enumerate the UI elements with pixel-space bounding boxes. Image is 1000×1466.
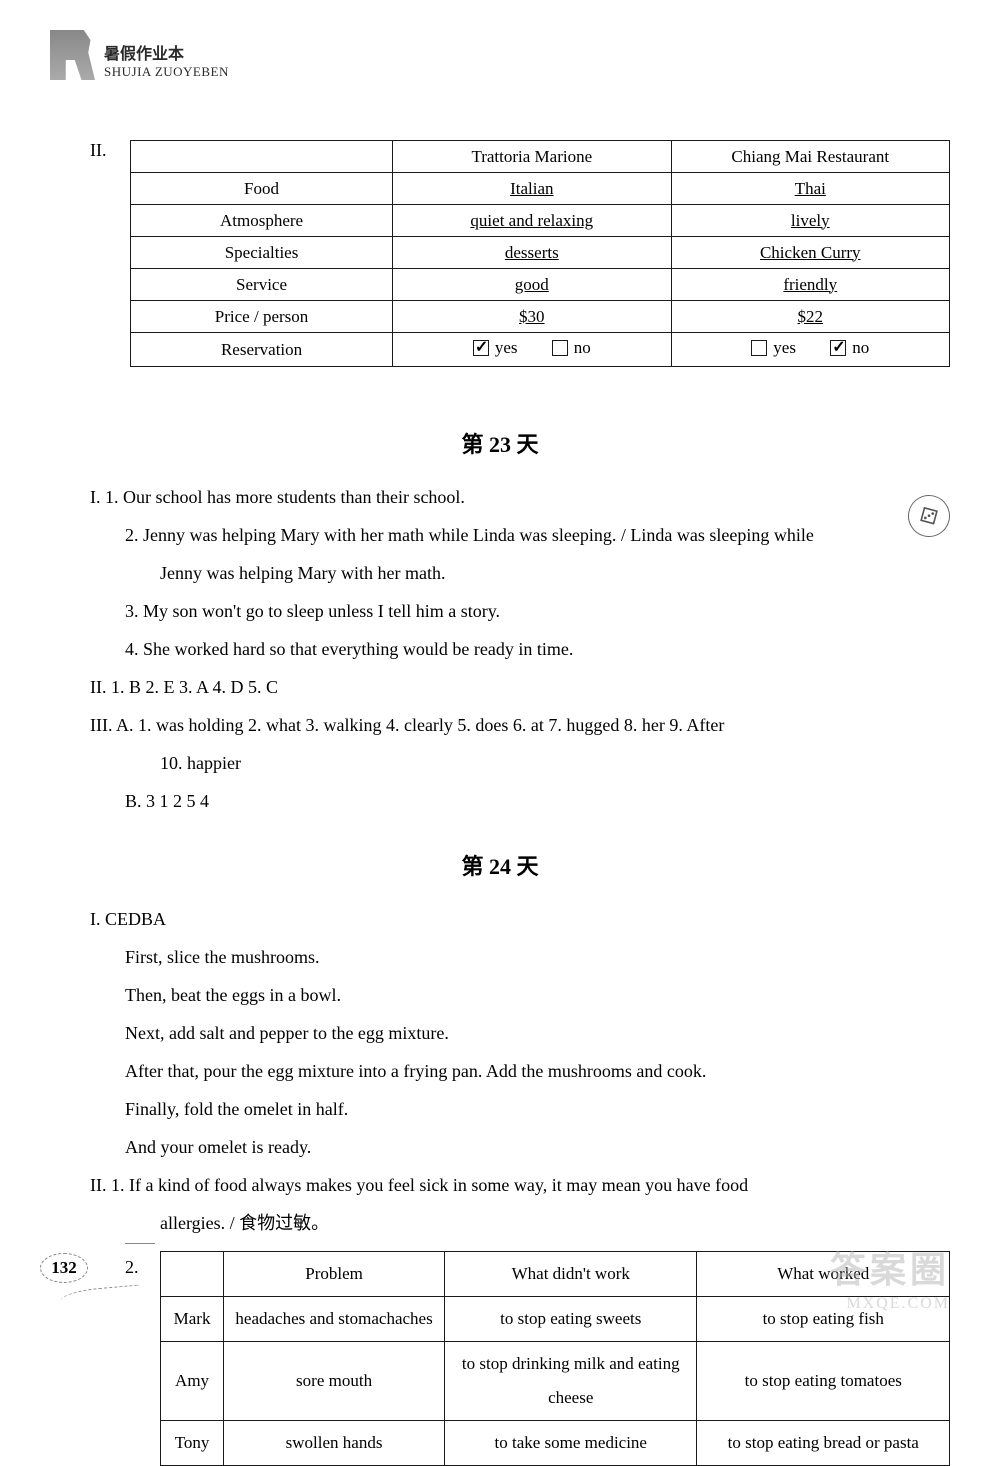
text-line: Then, beat the eggs in a bowl. — [90, 977, 950, 1013]
table-row: Price / person $30 $22 — [131, 301, 950, 333]
table-row: Food Italian Thai — [131, 173, 950, 205]
cell: Chicken Curry — [671, 237, 949, 269]
cell: quiet and relaxing — [393, 205, 671, 237]
cell: yes no — [393, 333, 671, 367]
section-2-label: II. — [90, 140, 120, 161]
cell: yes no — [671, 333, 949, 367]
cell: friendly — [671, 269, 949, 301]
table-row: Mark headaches and stomachaches to stop … — [161, 1297, 950, 1342]
checkbox-yes-icon — [473, 340, 489, 356]
row-label: Food — [131, 173, 393, 205]
cell: to stop eating sweets — [445, 1297, 697, 1342]
cell: $30 — [393, 301, 671, 333]
row-label: Service — [131, 269, 393, 301]
restaurant-table: Trattoria Marione Chiang Mai Restaurant … — [130, 140, 950, 367]
row-label: Atmosphere — [131, 205, 393, 237]
cell: swollen hands — [224, 1421, 445, 1466]
cell: to stop eating bread or pasta — [697, 1421, 950, 1466]
text-line: Jenny was helping Mary with her math. — [90, 555, 950, 591]
cell: $22 — [671, 301, 949, 333]
text-line: 4. She worked hard so that everything wo… — [90, 631, 950, 667]
table-2-section: 2. Problem What didn't work What worked … — [90, 1243, 950, 1466]
watermark-sub: MXQE.COM — [846, 1295, 950, 1313]
table-row: Amy sore mouth to stop drinking milk and… — [161, 1342, 950, 1421]
row-label: Price / person — [131, 301, 393, 333]
header-title-cn: 暑假作业本 — [104, 40, 229, 64]
header-title-pinyin: SHUJIA ZUOYEBEN — [104, 64, 229, 80]
checkbox-no-icon — [552, 340, 568, 356]
item-number: 2. — [125, 1243, 155, 1285]
watermark: 答案圈 — [830, 1241, 950, 1293]
cell: Tony — [161, 1421, 224, 1466]
table-row: Reservation yes no yes no — [131, 333, 950, 367]
text-line: II. 1. B 2. E 3. A 4. D 5. C — [90, 669, 950, 705]
cell: sore mouth — [224, 1342, 445, 1421]
table-row: Specialties desserts Chicken Curry — [131, 237, 950, 269]
cell: Mark — [161, 1297, 224, 1342]
table-header-cell — [131, 141, 393, 173]
day-23-content: I. 1. Our school has more students than … — [90, 479, 950, 819]
text-line: I. 1. Our school has more students than … — [90, 479, 950, 515]
text-line: 2. Jenny was helping Mary with her math … — [90, 517, 950, 553]
table-header-cell: Trattoria Marione — [393, 141, 671, 173]
text-line: Finally, fold the omelet in half. — [90, 1091, 950, 1127]
page-number: 132 — [40, 1253, 90, 1293]
section-2: II. Trattoria Marione Chiang Mai Restaur… — [50, 140, 950, 397]
table-header-cell: Problem — [224, 1252, 445, 1297]
day-23-title: 第 23 天 — [50, 427, 950, 459]
cell: Italian — [393, 173, 671, 205]
table-row: Trattoria Marione Chiang Mai Restaurant — [131, 141, 950, 173]
cell: lively — [671, 205, 949, 237]
cell: to stop eating tomatoes — [697, 1342, 950, 1421]
cell: headaches and stomachaches — [224, 1297, 445, 1342]
day-24-title: 第 24 天 — [50, 849, 950, 881]
text-line: 10. happier — [90, 745, 950, 781]
text-line: After that, pour the egg mixture into a … — [90, 1053, 950, 1089]
logo-r-icon — [50, 30, 95, 80]
page-num-text: 132 — [51, 1258, 77, 1278]
text-line: First, slice the mushrooms. — [90, 939, 950, 975]
table-header-cell: What didn't work — [445, 1252, 697, 1297]
text-line: III. A. 1. was holding 2. what 3. walkin… — [90, 707, 950, 743]
header-text: 暑假作业本 SHUJIA ZUOYEBEN — [104, 30, 229, 80]
text-line: II. 1. If a kind of food always makes yo… — [90, 1167, 950, 1203]
table-header-cell: Chiang Mai Restaurant — [671, 141, 949, 173]
text-line: allergies. / 食物过敏。 — [90, 1205, 950, 1241]
day-24-content: I. CEDBA First, slice the mushrooms. The… — [90, 901, 950, 1466]
cell: to take some medicine — [445, 1421, 697, 1466]
row-label: Specialties — [131, 237, 393, 269]
text-line: 3. My son won't go to sleep unless I tel… — [90, 593, 950, 629]
cell: good — [393, 269, 671, 301]
text-line: Next, add salt and pepper to the egg mix… — [90, 1015, 950, 1051]
checkbox-no-icon — [830, 340, 846, 356]
cell: to stop drinking milk and eating cheese — [445, 1342, 697, 1421]
table-header-cell — [161, 1252, 224, 1297]
text-line: I. CEDBA — [90, 901, 950, 937]
checkbox-yes-icon — [751, 340, 767, 356]
page-header: 暑假作业本 SHUJIA ZUOYEBEN — [50, 20, 950, 80]
table-row: Atmosphere quiet and relaxing lively — [131, 205, 950, 237]
cell: Amy — [161, 1342, 224, 1421]
table-row: Tony swollen hands to take some medicine… — [161, 1421, 950, 1466]
text-line: And your omelet is ready. — [90, 1129, 950, 1165]
table-row: Service good friendly — [131, 269, 950, 301]
cell: Thai — [671, 173, 949, 205]
cell: desserts — [393, 237, 671, 269]
row-label: Reservation — [131, 333, 393, 367]
text-line: B. 3 1 2 5 4 — [90, 783, 950, 819]
